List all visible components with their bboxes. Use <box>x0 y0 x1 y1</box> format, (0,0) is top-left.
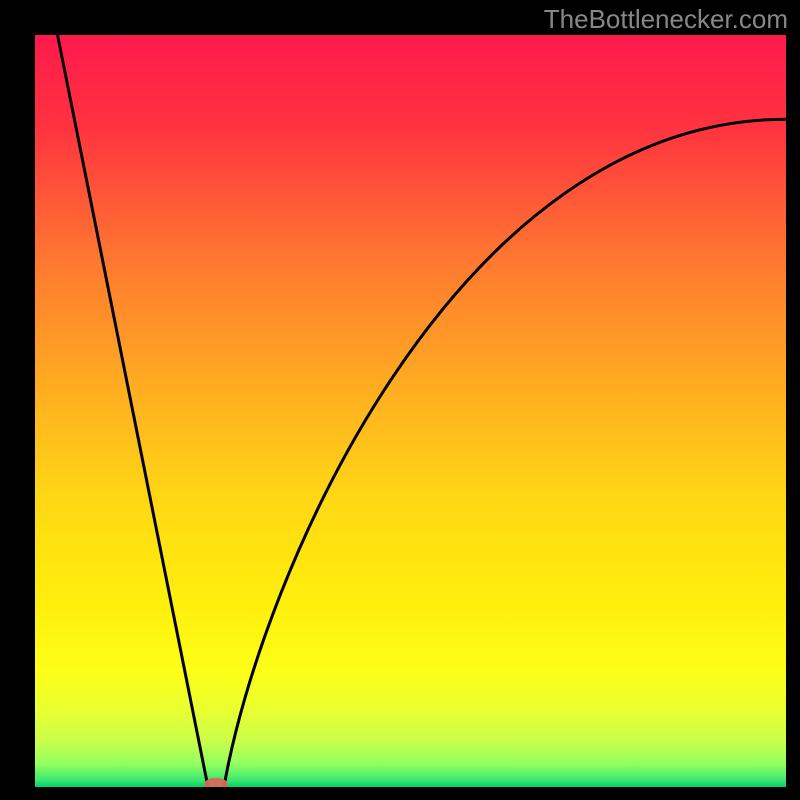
watermark-text: TheBottlenecker.com <box>544 4 788 35</box>
chart-container: TheBottlenecker.com <box>0 0 800 800</box>
chart-svg <box>35 35 786 787</box>
gradient-background <box>35 35 786 787</box>
plot-area <box>35 35 786 787</box>
